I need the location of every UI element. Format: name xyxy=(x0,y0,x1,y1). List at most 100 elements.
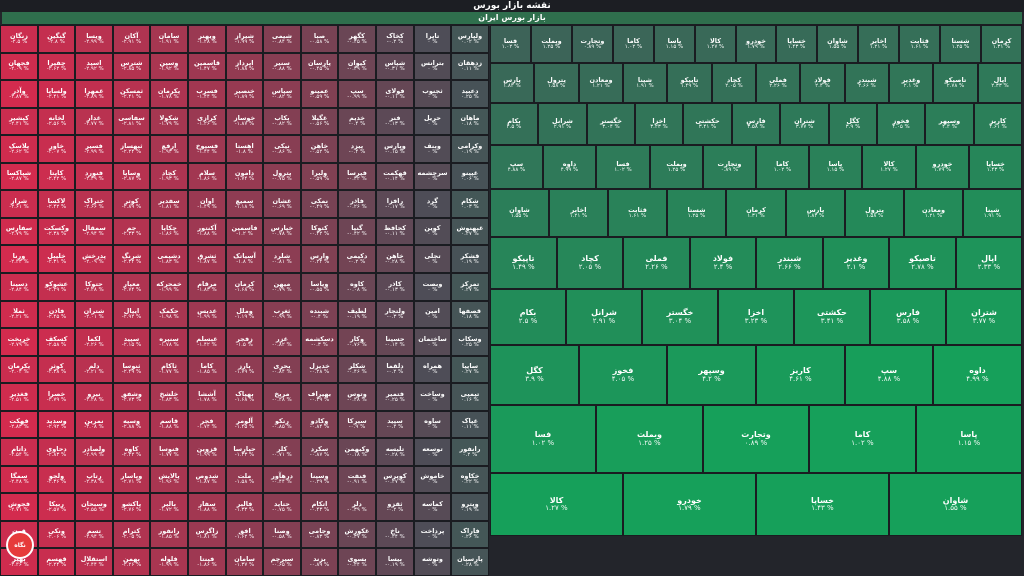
stock-tile[interactable]: بهمن -۲.۲۶ % xyxy=(113,548,150,576)
stock-tile[interactable]: بیسا -۰.۱۹ % xyxy=(376,548,414,576)
stock-tile[interactable]: سپ -۰.۹۹ % xyxy=(338,80,376,108)
stock-tile[interactable]: تاپیکو ۱.۴۹ % xyxy=(490,237,557,289)
stock-tile[interactable]: تلیسه -۰.۲۸ % xyxy=(376,438,414,466)
stock-tile[interactable]: سپرکا -۰.۹ % xyxy=(338,411,376,438)
stock-tile[interactable]: وپترو ۰.۱۹ % xyxy=(451,493,489,521)
stock-tile[interactable]: بالبر -۱.۷۲ % xyxy=(150,493,188,521)
stock-tile[interactable]: جم -۲.۳۳ % xyxy=(113,218,150,245)
stock-tile[interactable]: کوین ۰ % xyxy=(414,218,451,245)
stock-tile[interactable]: فاسمین -۱.۲ % xyxy=(226,218,263,245)
stock-tile[interactable]: مرقام -۱.۸۳ % xyxy=(188,273,226,301)
stock-tile[interactable]: ثشرق -۱.۸۷ % xyxy=(188,245,226,273)
stock-tile[interactable]: وبملت ۱.۲۵ % xyxy=(650,145,703,189)
stock-tile[interactable]: آکان -۲.۹۱ % xyxy=(113,25,150,53)
stock-tile[interactable]: پکرمان -۱.۷۸ % xyxy=(150,80,188,108)
stock-tile[interactable]: شپاس -۰.۳۱ % xyxy=(376,53,414,80)
stock-tile[interactable]: اسید -۲.۹۲ % xyxy=(75,53,113,80)
stock-tile[interactable]: سفارس -۲.۷۹ % xyxy=(0,218,38,245)
stock-tile[interactable]: ثجنوب ۰ % xyxy=(414,80,451,108)
stock-tile[interactable]: وصنا -۰.۵۸ % xyxy=(263,521,301,548)
stock-tile[interactable]: وسکاب ۰.۲۵ % xyxy=(451,328,489,356)
stock-tile[interactable]: حکشتی ۳.۴۱ % xyxy=(683,103,732,145)
stock-tile[interactable]: وغدیر ۲.۱ % xyxy=(889,63,933,103)
stock-tile[interactable]: حکمک -۱.۹۸ % xyxy=(150,301,188,328)
stock-tile[interactable]: وکبهمن -۰.۱۸ % xyxy=(338,438,376,466)
stock-tile[interactable]: بکام ۲.۵ % xyxy=(490,103,538,145)
stock-tile[interactable]: قهکمت -۰.۱۴ % xyxy=(376,163,414,190)
stock-tile[interactable]: کاما ۱.۰۲ % xyxy=(756,145,809,189)
stock-tile[interactable]: اخزا ۳.۲۳ % xyxy=(635,103,683,145)
stock-tile[interactable]: شپاکسا -۲.۸۷ % xyxy=(0,163,38,190)
stock-tile[interactable]: بزند -۰.۸۹ % xyxy=(301,548,338,576)
stock-tile[interactable]: فولاد ۲.۴ % xyxy=(800,63,845,103)
stock-tile[interactable]: شترس -۲.۸۵ % xyxy=(113,53,150,80)
stock-tile[interactable]: زفجر -۱.۵ % xyxy=(226,328,263,356)
stock-tile[interactable]: خکاوه ۰.۲۲ % xyxy=(451,466,489,493)
stock-tile[interactable]: حکشتی ۳.۴۱ % xyxy=(794,289,870,345)
stock-tile[interactable]: خلیبل -۲.۳۱ % xyxy=(38,245,75,273)
stock-tile[interactable]: فاراک ۰.۲۶ % xyxy=(451,521,489,548)
stock-tile[interactable]: سپ ۴.۸۸ % xyxy=(490,145,543,189)
stock-tile[interactable]: شکولا -۱.۷۹ % xyxy=(150,108,188,135)
stock-tile[interactable]: اپال ۲.۳۳ % xyxy=(978,63,1022,103)
stock-tile[interactable]: شتران -۲.۰۱ % xyxy=(75,301,113,328)
stock-tile[interactable]: اخابر ۱.۲۱ % xyxy=(858,25,899,63)
stock-tile[interactable]: تاپرا ۰ % xyxy=(414,25,451,53)
stock-tile[interactable]: وتجارت ۰.۸۹ % xyxy=(703,145,756,189)
stock-tile[interactable]: مریخ -۰.۴۸ % xyxy=(263,383,301,411)
stock-tile[interactable]: پاسا ۱.۱۵ % xyxy=(654,25,695,63)
stock-tile[interactable]: خپارس -۰.۷۸ % xyxy=(263,218,301,245)
stock-tile[interactable]: شکلر -۰.۴۶ % xyxy=(338,356,376,383)
stock-tile[interactable]: فپنتا -۱.۸۶ % xyxy=(188,548,226,576)
stock-tile[interactable]: ثقزو -۰.۲ % xyxy=(376,493,414,521)
stock-tile[interactable]: ساختمان ۰ % xyxy=(414,328,451,356)
stock-tile[interactable]: خریخت -۲.۷۹ % xyxy=(0,328,38,356)
stock-tile[interactable]: وسبحان -۲.۵۵ % xyxy=(75,493,113,521)
stock-tile[interactable]: شرانل ۲.۹۱ % xyxy=(566,289,642,345)
stock-tile[interactable]: وسپهر ۴.۲ % xyxy=(925,103,974,145)
stock-tile[interactable]: قهسم -۲.۲۴ % xyxy=(38,548,75,576)
stock-tile[interactable]: پترول ۱.۵۸ % xyxy=(534,63,579,103)
stock-tile[interactable]: بترانس ۰ % xyxy=(414,53,451,80)
stock-tile[interactable]: آششا -۱.۷۸ % xyxy=(188,383,226,411)
stock-tile[interactable]: فسرب -۱.۴۴ % xyxy=(188,80,226,108)
stock-tile[interactable]: پاسا ۱.۱۵ % xyxy=(916,405,1022,473)
stock-tile[interactable]: سپید -۲.۱۵ % xyxy=(113,328,150,356)
stock-tile[interactable]: وتوشه ۰ % xyxy=(414,548,451,576)
stock-tile[interactable]: تسم -۲.۹۴ % xyxy=(75,521,113,548)
stock-tile[interactable]: وغدیر ۲.۱ % xyxy=(823,237,889,289)
stock-tile[interactable]: خمحرکه -۱.۹۹ % xyxy=(150,273,188,301)
stock-tile[interactable]: فولاد ۲.۴ % xyxy=(690,237,756,289)
stock-tile[interactable]: سپ ۴.۸۸ % xyxy=(845,345,933,405)
stock-tile[interactable]: دحاوی -۲.۸۳ % xyxy=(38,438,75,466)
stock-tile[interactable]: گنیا -۰.۴۲ % xyxy=(338,218,376,245)
stock-tile[interactable]: کچاد ۲.۰۵ % xyxy=(712,63,756,103)
stock-tile[interactable]: کگل ۳.۹ % xyxy=(829,103,877,145)
stock-tile[interactable]: فاذن -۲.۴۵ % xyxy=(38,301,75,328)
stock-tile[interactable]: بهیراف -۰.۳۹ % xyxy=(301,383,338,411)
stock-tile[interactable]: شتران ۳.۷۷ % xyxy=(946,289,1022,345)
stock-tile[interactable]: رانفور -۱.۸۵ % xyxy=(150,521,188,548)
stock-tile[interactable]: لکما -۲.۲۶ % xyxy=(75,328,113,356)
stock-tile[interactable]: ارفع -۱.۹۳ % xyxy=(150,135,188,163)
stock-tile[interactable]: قاسم -۱.۸۸ % xyxy=(150,411,188,438)
stock-tile[interactable]: فاذر -۰.۲۶ % xyxy=(338,190,376,218)
stock-tile[interactable]: کالا ۱.۲۷ % xyxy=(862,145,916,189)
stock-tile[interactable]: شستا ۱.۲۵ % xyxy=(940,25,981,63)
stock-tile[interactable]: قاسمین -۱.۴۷ % xyxy=(188,53,226,80)
stock-tile[interactable]: غبهنوش ۰.۲۷ % xyxy=(451,218,489,245)
stock-tile[interactable]: غکورش -۰.۳۷ % xyxy=(338,521,376,548)
stock-tile[interactable]: میهن -۰.۷۹ % xyxy=(263,273,301,301)
stock-tile[interactable]: پالایش -۱.۹۶ % xyxy=(150,466,188,493)
stock-tile[interactable]: لاکسا -۲.۴۲ % xyxy=(38,190,75,218)
stock-tile[interactable]: آسیاتک -۱.۸ % xyxy=(226,245,263,273)
stock-tile[interactable]: پارسان -۰.۴۵ % xyxy=(301,53,338,80)
stock-tile[interactable]: پرداخت ۰ % xyxy=(414,521,451,548)
stock-tile[interactable]: بکاب -۰.۸۲ % xyxy=(263,108,301,135)
stock-tile[interactable]: خاهن -۰.۲۸ % xyxy=(376,245,414,273)
stock-tile[interactable]: وآذر -۲.۸۷ % xyxy=(0,80,38,108)
stock-tile[interactable]: فجهان -۲.۰۹ % xyxy=(0,53,38,80)
stock-tile[interactable]: ثاکام -۱.۷۷ % xyxy=(150,356,188,383)
stock-tile[interactable]: دسینا -۲.۸۴ % xyxy=(0,273,38,301)
stock-tile[interactable]: غدیس -۱.۹۹ % xyxy=(188,301,226,328)
